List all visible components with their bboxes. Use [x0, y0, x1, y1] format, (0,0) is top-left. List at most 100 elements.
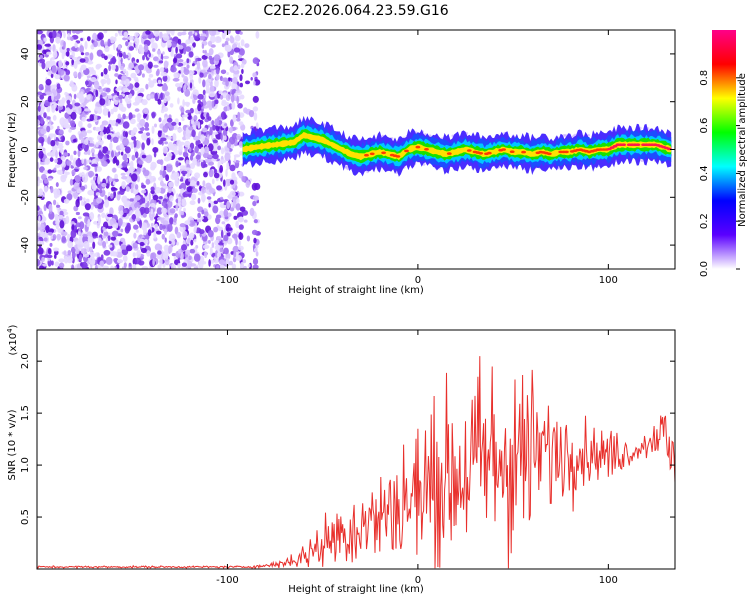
noise-blob	[188, 255, 192, 260]
noise-blob	[81, 261, 88, 269]
noise-blob	[38, 136, 45, 144]
noise-blob	[104, 194, 108, 200]
noise-blob	[163, 165, 167, 171]
noise-blob	[107, 213, 114, 218]
noise-blob	[237, 216, 244, 223]
noise-blob	[47, 136, 51, 145]
trace-peak	[369, 152, 375, 156]
noise-blob	[188, 178, 191, 182]
noise-blob	[202, 89, 206, 96]
noise-blob	[64, 91, 68, 96]
noise-blob	[177, 198, 181, 208]
noise-blob	[178, 122, 182, 126]
noise-blob	[141, 73, 145, 78]
x-tick-label: 100	[599, 275, 618, 286]
noise-blob	[220, 69, 227, 75]
noise-blob	[131, 173, 138, 182]
noise-blob	[44, 43, 51, 47]
noise-blob	[139, 119, 146, 127]
noise-blob	[158, 117, 162, 123]
noise-blob	[46, 159, 50, 165]
noise-blob	[109, 218, 117, 227]
noise-blob	[193, 115, 198, 121]
noise-blob	[112, 136, 119, 143]
noise-blob	[37, 222, 41, 228]
noise-blob	[88, 246, 93, 252]
noise-blob	[115, 87, 121, 92]
noise-blob	[186, 186, 192, 193]
noise-blob	[252, 195, 259, 201]
noise-blob	[57, 145, 64, 149]
noise-blob	[73, 71, 78, 78]
noise-blob	[87, 236, 95, 243]
noise-blob	[186, 64, 190, 69]
noise-blob	[101, 182, 107, 188]
noise-blob	[211, 178, 215, 185]
noise-blob	[121, 248, 129, 256]
noise-blob	[253, 247, 258, 253]
noise-blob	[240, 124, 246, 131]
noise-blob	[212, 139, 218, 144]
noise-blob	[134, 195, 141, 201]
noise-blob	[219, 94, 224, 100]
noise-blob	[173, 149, 179, 156]
noise-blob	[162, 185, 169, 189]
snr-x-axis-label: Height of straight line (km)	[288, 584, 424, 595]
noise-blob	[190, 179, 196, 186]
noise-blob	[219, 247, 224, 253]
noise-blob	[187, 237, 191, 244]
noise-blob	[121, 161, 128, 168]
noise-blob	[112, 230, 119, 237]
noise-blob	[52, 50, 58, 59]
noise-blob	[48, 231, 53, 236]
noise-blob	[159, 67, 165, 73]
noise-blob	[117, 45, 121, 50]
noise-blob	[220, 229, 224, 239]
spectrogram-y-axis-label: Frequency (Hz)	[7, 112, 18, 188]
noise-blob	[155, 230, 162, 235]
noise-blob	[141, 184, 146, 189]
noise-blob	[233, 47, 241, 53]
noise-blob	[162, 125, 169, 133]
noise-blob	[190, 239, 194, 246]
noise-blob	[84, 203, 91, 211]
noise-blob	[240, 39, 245, 47]
noise-blob	[157, 79, 162, 85]
noise-blob	[189, 248, 196, 254]
noise-blob	[238, 245, 244, 251]
noise-blob	[183, 207, 186, 213]
noise-blob	[90, 77, 97, 82]
noise-blob	[126, 245, 133, 252]
noise-blob	[162, 75, 168, 82]
noise-blob	[100, 78, 107, 85]
noise-blob	[232, 198, 237, 207]
noise-blob	[138, 130, 144, 134]
noise-blob	[72, 192, 79, 197]
noise-blob	[81, 143, 86, 149]
noise-blob	[130, 72, 137, 79]
noise-blob	[94, 166, 98, 173]
noise-blob	[208, 198, 212, 205]
noise-blob	[181, 170, 188, 175]
noise-blob	[108, 99, 111, 106]
noise-blob	[168, 145, 175, 151]
noise-blob	[84, 52, 90, 56]
noise-blob	[203, 100, 207, 106]
noise-blob	[154, 243, 162, 251]
noise-blob	[86, 75, 91, 79]
noise-blob	[50, 235, 53, 240]
noise-blob	[189, 72, 194, 81]
noise-blob	[60, 136, 63, 140]
noise-blob	[37, 211, 40, 216]
noise-blob	[77, 149, 81, 158]
noise-blob	[70, 36, 74, 42]
noise-blob	[239, 82, 243, 88]
noise-blob	[168, 181, 175, 188]
noise-blob	[139, 219, 142, 229]
y-tick-label: 20	[20, 95, 31, 108]
noise-blob	[89, 140, 94, 144]
noise-blob	[212, 143, 218, 152]
noise-blob	[162, 146, 168, 154]
noise-blob	[159, 159, 164, 166]
noise-blob	[56, 83, 61, 90]
